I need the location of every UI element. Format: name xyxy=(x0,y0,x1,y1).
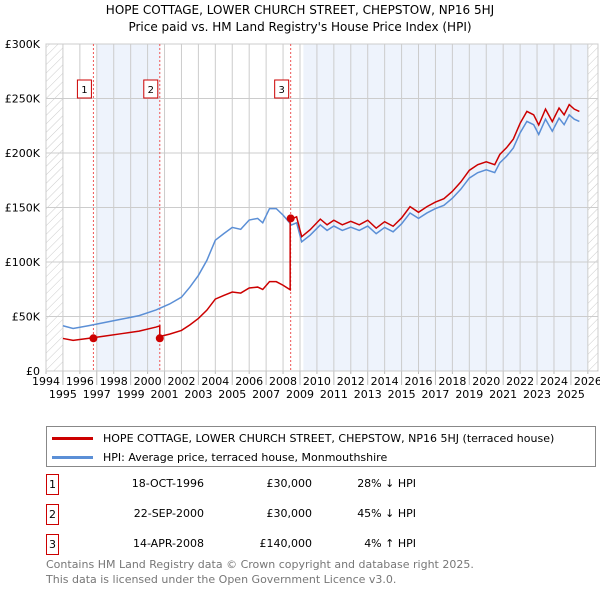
x-tick-label: 2022 xyxy=(506,375,534,388)
x-tick-label: 2020 xyxy=(472,375,500,388)
legend-swatch-red xyxy=(52,436,93,440)
transaction-price: £140,000 xyxy=(259,537,313,550)
x-tick-label: 2009 xyxy=(286,388,314,401)
sale-point xyxy=(286,214,295,223)
x-tick-label: 2016 xyxy=(405,375,433,388)
x-tick-label: 2002 xyxy=(167,375,195,388)
transaction-number: 2 xyxy=(46,504,59,525)
transaction-row: 2 22-SEP-2000 £30,000 45% ↓ HPI xyxy=(46,504,466,526)
x-tick-label: 2023 xyxy=(523,388,551,401)
transaction-number: 3 xyxy=(46,534,59,555)
x-tick-label: 1994 xyxy=(32,375,60,388)
footer-licence: This data is licensed under the Open Gov… xyxy=(46,573,397,586)
sale-label: 2 xyxy=(148,85,154,96)
x-tick-label: 2003 xyxy=(184,388,212,401)
legend-label: HOPE COTTAGE, LOWER CHURCH STREET, CHEPS… xyxy=(103,431,555,445)
x-tick-label: 2011 xyxy=(320,388,348,401)
y-tick-label: £250K xyxy=(5,93,41,106)
legend: HOPE COTTAGE, LOWER CHURCH STREET, CHEPS… xyxy=(46,426,596,467)
x-tick-label: 1998 xyxy=(100,375,128,388)
x-tick-label: 2025 xyxy=(557,388,585,401)
y-tick-label: £100K xyxy=(5,256,41,269)
x-tick-label: 2008 xyxy=(269,375,297,388)
x-tick-label: 1996 xyxy=(66,375,94,388)
transaction-row: 3 14-APR-2008 £140,000 4% ↑ HPI xyxy=(46,534,466,556)
x-tick-label: 2021 xyxy=(489,388,517,401)
transaction-date: 14-APR-2008 xyxy=(132,537,204,550)
x-tick-label: 2001 xyxy=(151,388,179,401)
transaction-hpi-diff: 45% ↓ HPI xyxy=(357,507,416,520)
x-tick-label: 2013 xyxy=(354,388,382,401)
x-tick-label: 2010 xyxy=(303,375,331,388)
transaction-hpi-diff: 4% ↑ HPI xyxy=(364,537,416,550)
sale-label-box xyxy=(76,79,92,99)
sale-label-box xyxy=(274,79,290,99)
sale-point xyxy=(89,334,98,343)
transaction-price: £30,000 xyxy=(266,477,313,490)
legend-swatch-blue xyxy=(52,455,93,459)
x-tick-label: 2018 xyxy=(438,375,466,388)
y-tick-label: £200K xyxy=(5,147,41,160)
y-tick-label: £150K xyxy=(5,202,41,215)
chart-subtitle: Price paid vs. HM Land Registry's House … xyxy=(128,20,472,34)
x-tick-label: 2024 xyxy=(540,375,568,388)
sale-point xyxy=(155,334,164,343)
legend-item-hpi: HPI: Average price, terraced house, Monm… xyxy=(47,448,387,466)
sale-label: 3 xyxy=(278,85,284,96)
x-tick-label: 1995 xyxy=(49,388,77,401)
x-tick-label: 1999 xyxy=(117,388,145,401)
x-tick-label: 2017 xyxy=(421,388,449,401)
property-series-line xyxy=(62,103,580,342)
price-chart: 1994199519961997199819992000200120022003… xyxy=(5,38,600,401)
x-tick-label: 2005 xyxy=(218,388,246,401)
transaction-row: 1 18-OCT-1996 £30,000 28% ↓ HPI xyxy=(46,474,466,496)
transaction-date: 18-OCT-1996 xyxy=(131,477,204,490)
x-tick-label: 2004 xyxy=(201,375,229,388)
x-tick-label: 2007 xyxy=(252,388,280,401)
x-tick-label: 1997 xyxy=(83,388,111,401)
sale-label: 1 xyxy=(81,85,87,96)
x-tick-label: 2019 xyxy=(455,388,483,401)
hpi-series-line xyxy=(62,113,580,330)
legend-item-property: HOPE COTTAGE, LOWER CHURCH STREET, CHEPS… xyxy=(47,429,554,447)
x-tick-label: 2026 xyxy=(574,375,600,388)
y-tick-label: £0 xyxy=(26,365,40,378)
transaction-price: £30,000 xyxy=(266,507,313,520)
x-tick-label: 2006 xyxy=(235,375,263,388)
transaction-number: 1 xyxy=(46,474,59,495)
x-tick-label: 2000 xyxy=(134,375,162,388)
y-tick-label: £50K xyxy=(12,311,41,324)
x-tick-label: 2014 xyxy=(371,375,399,388)
chart-title: HOPE COTTAGE, LOWER CHURCH STREET, CHEPS… xyxy=(105,3,495,17)
sale-label-box xyxy=(143,79,159,99)
footer-copyright: Contains HM Land Registry data © Crown c… xyxy=(46,558,474,571)
x-tick-label: 2012 xyxy=(337,375,365,388)
transaction-date: 22-SEP-2000 xyxy=(133,507,204,520)
x-tick-label: 2015 xyxy=(388,388,416,401)
y-tick-label: £300K xyxy=(5,38,41,51)
plot-frame xyxy=(45,43,599,372)
transaction-hpi-diff: 28% ↓ HPI xyxy=(357,477,416,490)
legend-label: HPI: Average price, terraced house, Monm… xyxy=(103,450,388,464)
